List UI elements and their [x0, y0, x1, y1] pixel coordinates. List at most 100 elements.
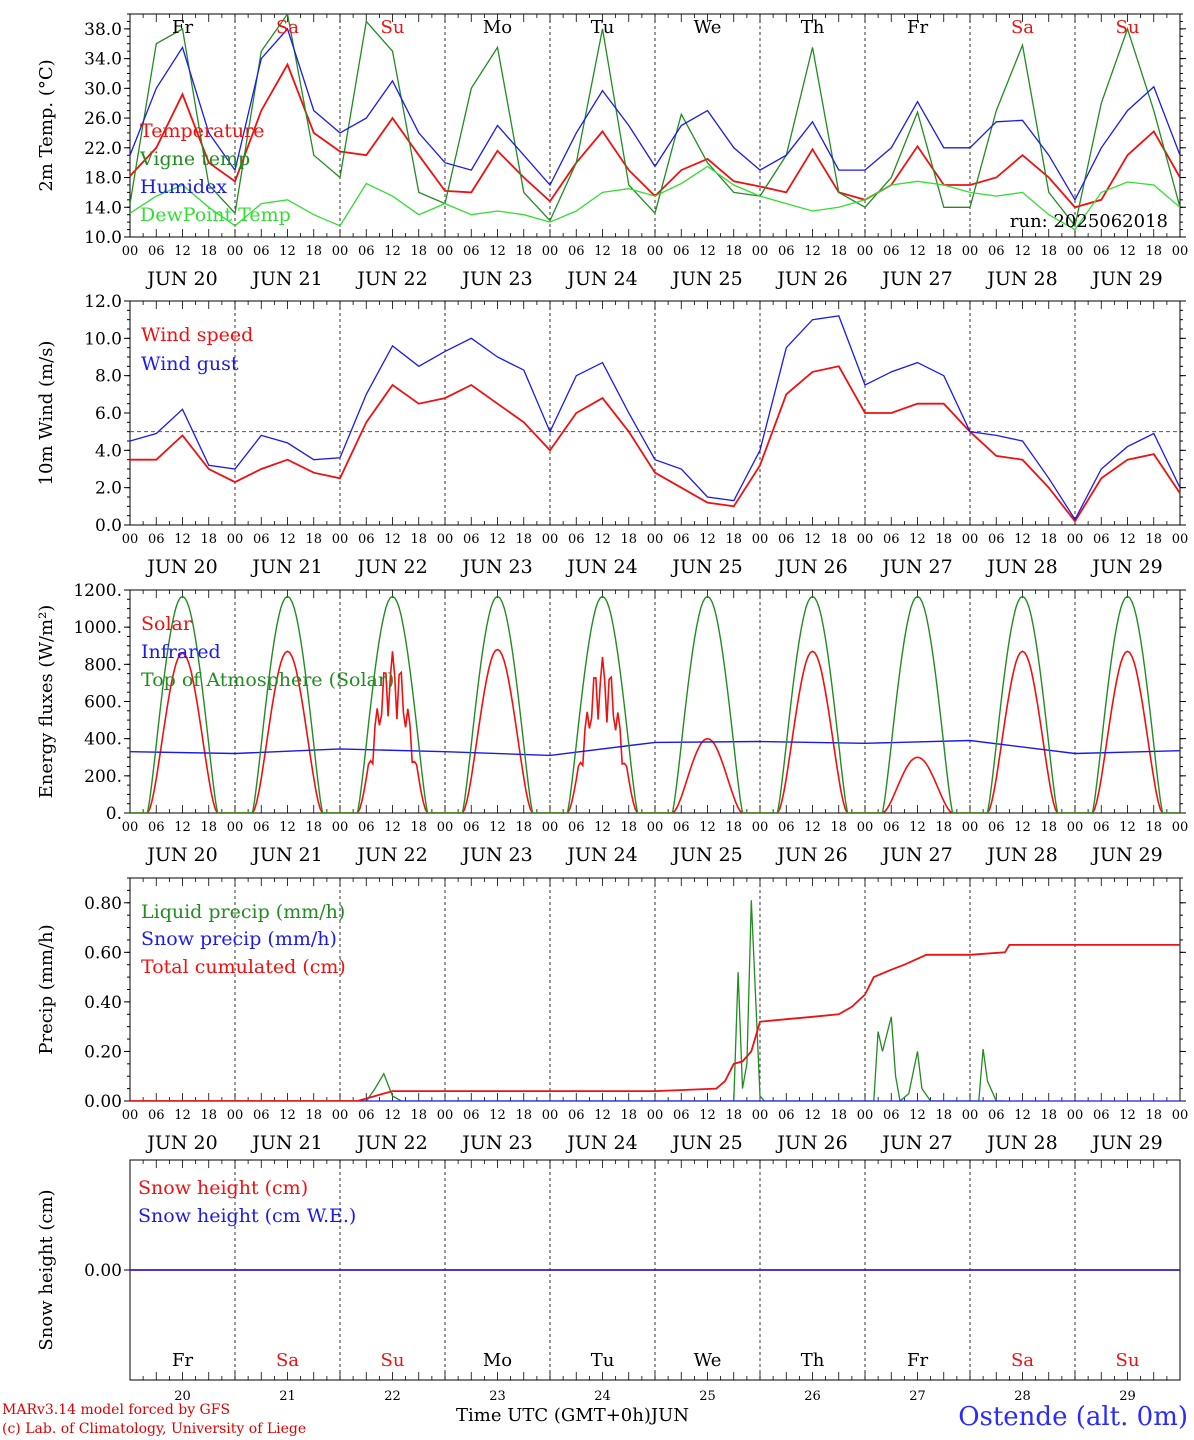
hour-tick-label: 00	[542, 532, 559, 547]
plot-frame	[129, 300, 1181, 526]
y-tick-label: 10.0	[84, 329, 122, 349]
day-number-label: 21	[279, 1389, 296, 1404]
hour-tick-label: 06	[253, 532, 270, 547]
hour-tick-label: 18	[830, 244, 847, 259]
date-label: JUN 28	[985, 556, 1057, 578]
hour-tick-label: 18	[1040, 532, 1057, 547]
hour-tick-label: 18	[725, 244, 742, 259]
legend-entry: Wind gust	[141, 353, 239, 375]
hour-tick-label: 12	[1119, 244, 1136, 259]
series-line-vigne-temp	[130, 14, 1180, 228]
date-label: JUN 25	[670, 556, 742, 578]
y-tick-label: 0.00	[84, 1261, 122, 1281]
hour-tick-label: 06	[358, 1108, 375, 1123]
hour-tick-label: 18	[1040, 1108, 1057, 1123]
hour-tick-label: 18	[305, 532, 322, 547]
hour-tick-label: 06	[568, 244, 585, 259]
hour-tick-label: 00	[332, 1108, 349, 1123]
x-axis-month: JUN	[650, 1405, 690, 1426]
hour-tick-label: 00	[542, 820, 559, 835]
hour-tick-label: 12	[804, 532, 821, 547]
date-label: JUN 27	[880, 844, 952, 866]
weekday-label: Sa	[1011, 17, 1034, 38]
hour-tick-label: 06	[253, 1108, 270, 1123]
day-number-label: 26	[804, 1389, 821, 1404]
weekday-label: Fr	[172, 1350, 193, 1371]
hour-tick-label: 12	[384, 532, 401, 547]
hour-tick-label: 00	[332, 244, 349, 259]
hour-tick-label: 00	[752, 244, 769, 259]
hour-tick-label: 12	[699, 1108, 716, 1123]
hour-tick-label: 00	[647, 820, 664, 835]
hour-tick-label: 06	[1093, 1108, 1110, 1123]
series-line-wind-speed	[130, 365, 1180, 523]
hour-tick-label: 12	[174, 244, 191, 259]
hour-tick-label: 12	[489, 1108, 506, 1123]
date-label: JUN 29	[1090, 844, 1162, 866]
y-tick-label: 0.	[106, 804, 122, 824]
y-tick-label: 1200.	[73, 581, 122, 601]
y-tick-label: 800.	[84, 655, 122, 675]
hour-tick-label: 18	[1040, 820, 1057, 835]
hour-tick-label: 12	[1014, 1108, 1031, 1123]
y-tick-label: 400.	[84, 730, 122, 750]
hour-tick-label: 18	[200, 1108, 217, 1123]
hour-tick-label: 00	[437, 244, 454, 259]
series-line-dewpoint-temp	[130, 165, 1180, 231]
hour-tick-label: 00	[962, 1108, 979, 1123]
x-axis-label: Time UTC (GMT+0h)	[456, 1405, 651, 1426]
hour-tick-label: 00	[1067, 244, 1084, 259]
legend-entry: DewPoint Temp	[140, 204, 291, 226]
hour-tick-label: 12	[594, 532, 611, 547]
y-tick-label: 38.0	[84, 20, 122, 40]
hour-tick-label: 18	[305, 244, 322, 259]
hour-tick-label: 12	[804, 820, 821, 835]
hour-tick-label: 18	[515, 1108, 532, 1123]
hour-tick-label: 06	[778, 820, 795, 835]
y-tick-label: 0.40	[84, 993, 122, 1013]
date-label: JUN 21	[250, 1132, 322, 1154]
hour-tick-label: 12	[489, 532, 506, 547]
hour-tick-label: 12	[279, 820, 296, 835]
date-label: JUN 21	[250, 556, 322, 578]
y-tick-label: 1000.	[73, 618, 122, 638]
hour-tick-label: 06	[568, 820, 585, 835]
hour-tick-label: 00	[857, 820, 874, 835]
weekday-label: Mo	[483, 17, 512, 38]
hour-tick-label: 18	[515, 244, 532, 259]
hour-tick-label: 00	[227, 1108, 244, 1123]
hour-tick-label: 06	[778, 532, 795, 547]
hour-tick-label: 00	[857, 244, 874, 259]
y-axis-title: Energy fluxes (W/m²)	[36, 605, 57, 799]
hour-tick-label: 00	[332, 820, 349, 835]
hour-tick-label: 12	[594, 244, 611, 259]
legend-entry: Top of Atmosphere (Solar)	[141, 669, 394, 691]
weekday-label: Th	[801, 1350, 825, 1371]
hour-tick-label: 12	[1119, 820, 1136, 835]
series-line-top-of-atmosphere-solar-	[130, 595, 1180, 813]
date-label: JUN 22	[355, 268, 427, 290]
hour-tick-label: 00	[437, 532, 454, 547]
station-name: Ostende (alt. 0m)	[958, 1402, 1188, 1432]
hour-tick-label: 06	[883, 820, 900, 835]
panel-1: 10.0 14.0 18.0 22.0 26.0 30.0 34.0 38.0 2m Temp.…	[36, 13, 1189, 290]
date-label: JUN 26	[775, 268, 847, 290]
date-label: JUN 20	[145, 1132, 217, 1154]
hour-tick-label: 12	[174, 1108, 191, 1123]
hour-tick-label: 06	[988, 532, 1005, 547]
hour-tick-label: 18	[620, 244, 637, 259]
date-label: JUN 25	[670, 1132, 742, 1154]
hour-tick-label: 00	[1172, 244, 1189, 259]
weekday-label: Su	[381, 17, 405, 38]
y-tick-label: 0.00	[84, 1092, 122, 1112]
series-line-solar	[130, 648, 1180, 813]
y-axis-title: 10m Wind (m/s)	[36, 341, 57, 486]
hour-tick-label: 00	[122, 532, 139, 547]
date-label: JUN 25	[670, 268, 742, 290]
hour-tick-label: 06	[988, 1108, 1005, 1123]
hour-tick-label: 18	[410, 820, 427, 835]
hour-tick-label: 18	[830, 532, 847, 547]
weekday-label: Sa	[276, 1350, 299, 1371]
hour-tick-label: 12	[1014, 244, 1031, 259]
